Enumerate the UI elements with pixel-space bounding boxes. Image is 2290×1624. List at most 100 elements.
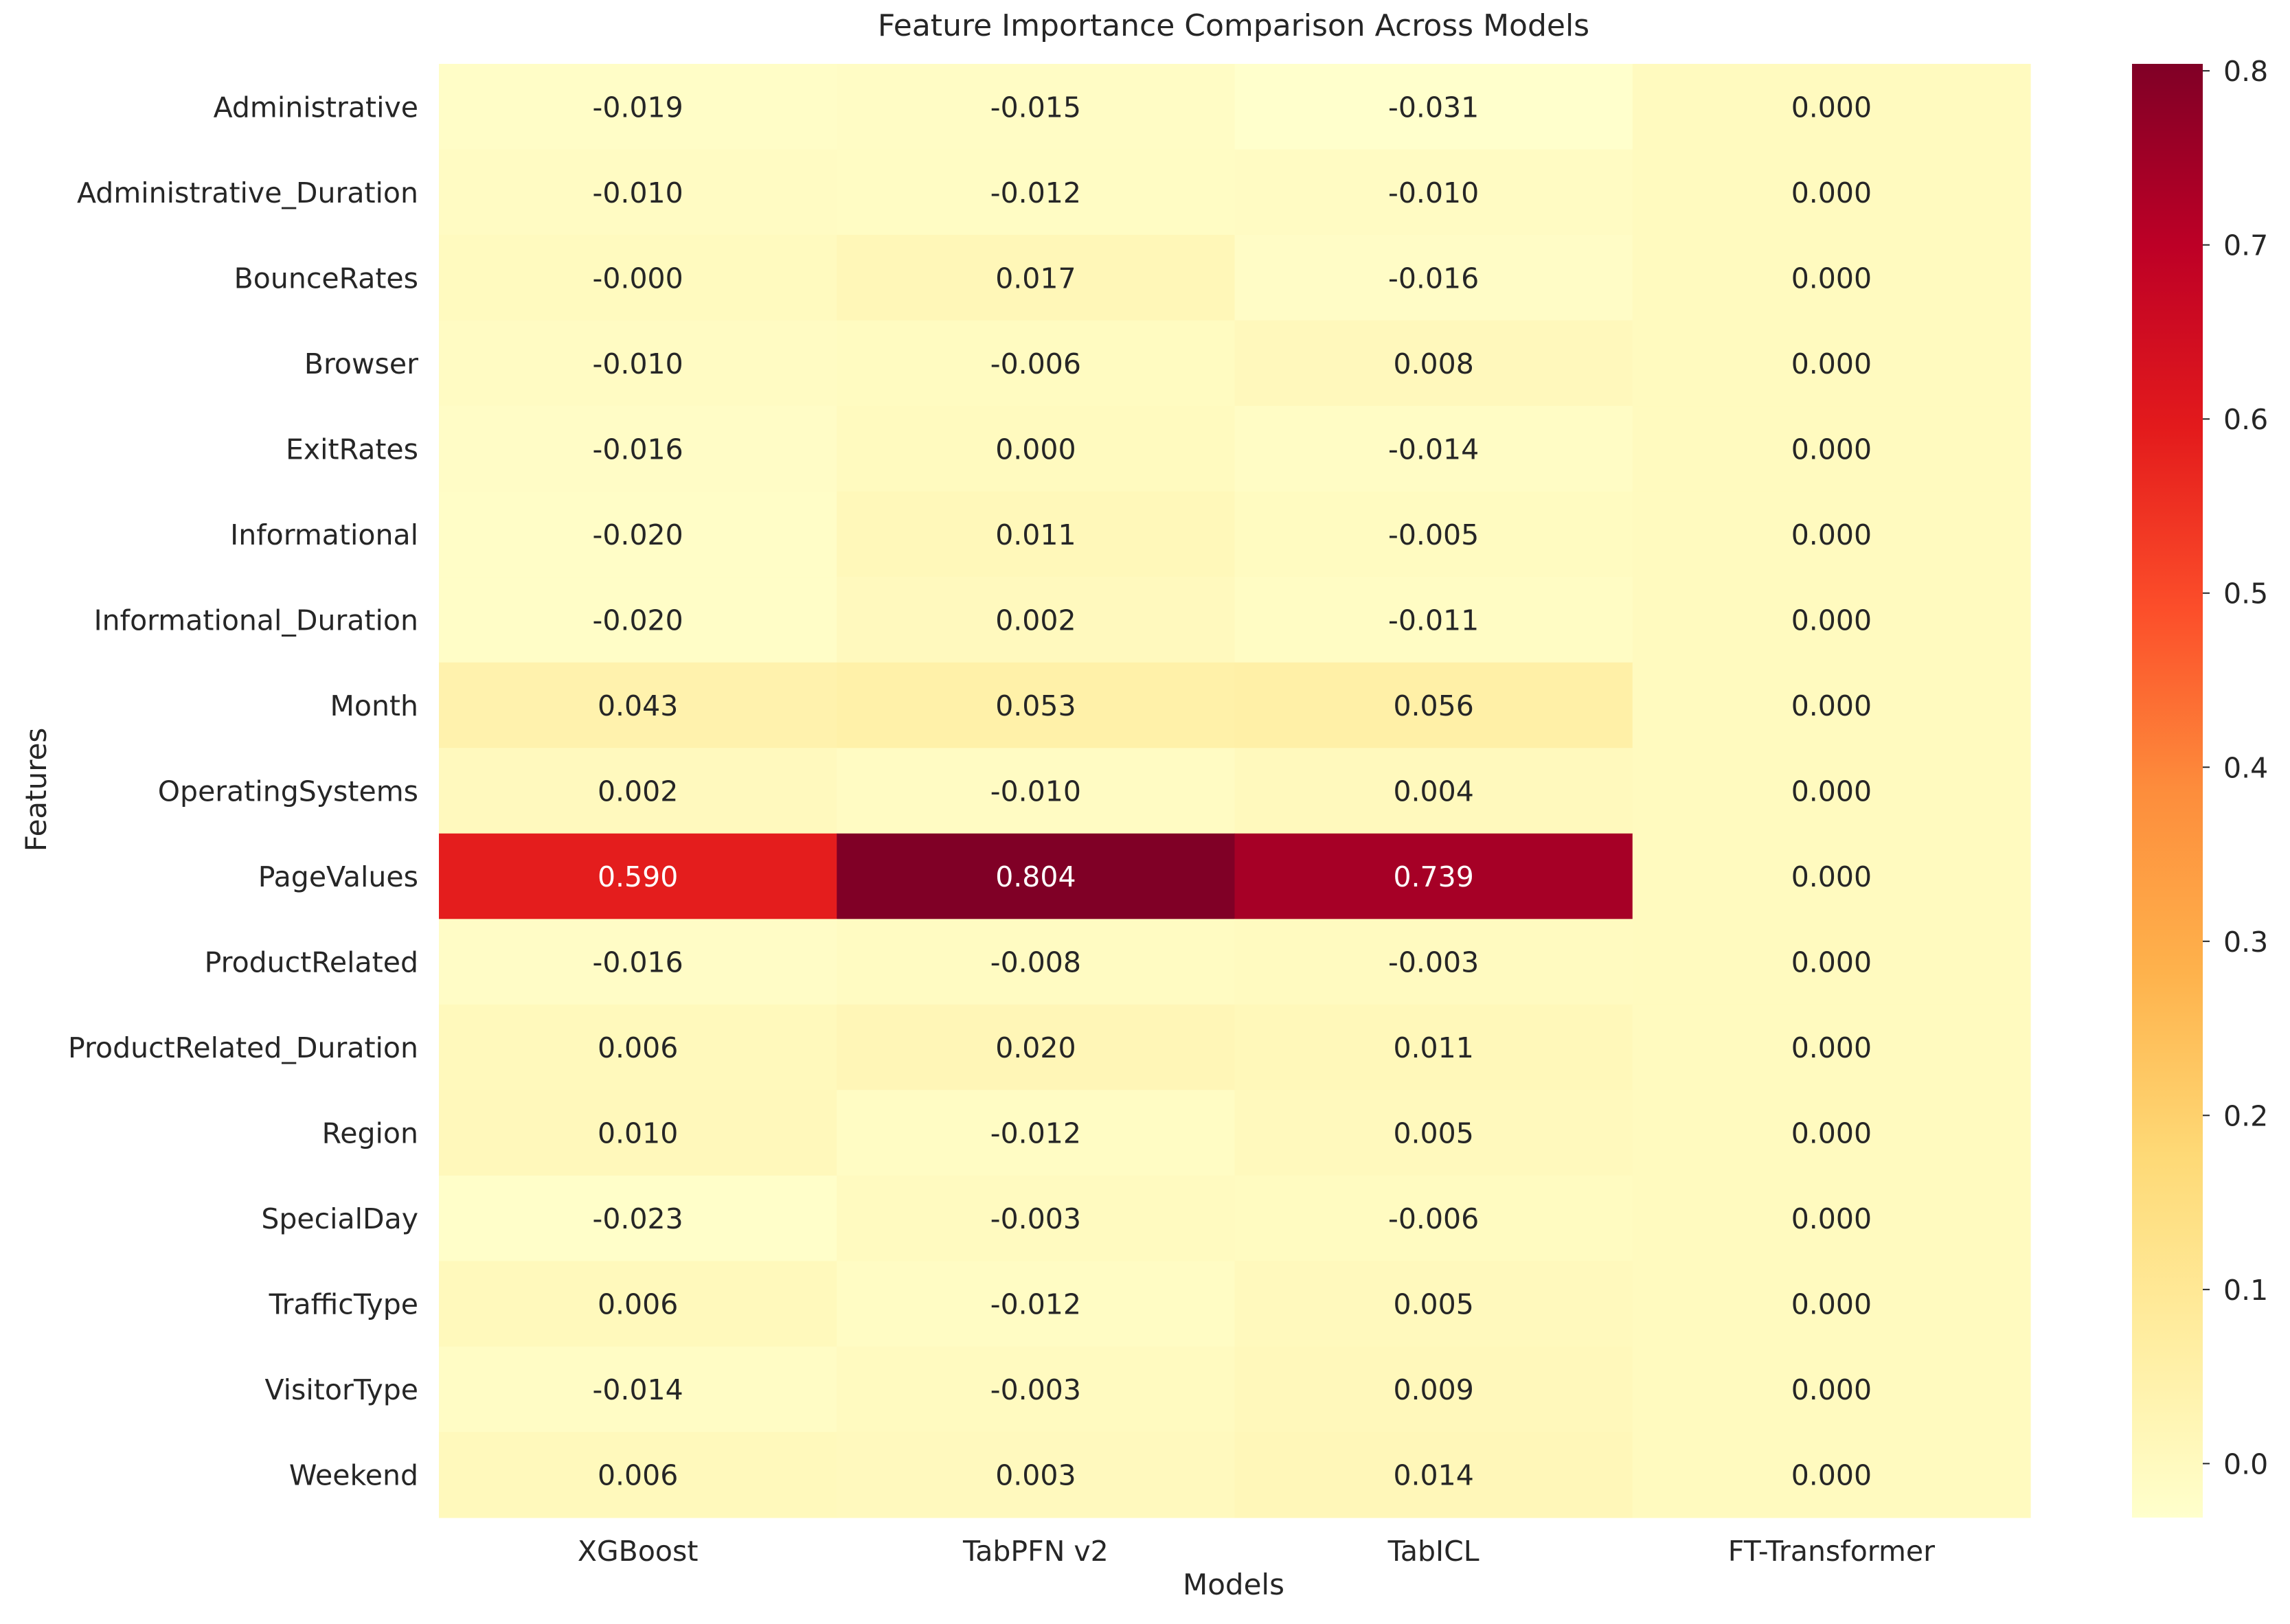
heatmap-cell — [439, 1432, 837, 1518]
y-tick-label: TrafficType — [269, 1288, 418, 1321]
cell-value-label: 0.000 — [1791, 860, 1872, 893]
cell-value-label: 0.000 — [1791, 1459, 1872, 1492]
heatmap-cell — [837, 919, 1236, 1005]
cell-value-label: 0.005 — [1393, 1288, 1473, 1321]
cell-value-label: -0.011 — [1388, 604, 1479, 637]
heatmap-cell — [439, 235, 837, 321]
heatmap-cell — [439, 149, 837, 236]
heatmap-cell — [1234, 235, 1633, 321]
heatmap-cell — [439, 1090, 837, 1176]
cell-value-label: -0.020 — [593, 518, 683, 551]
heatmap-cell — [837, 1346, 1236, 1433]
y-tick-label: VisitorType — [265, 1373, 418, 1406]
cell-value-label: 0.009 — [1393, 1373, 1473, 1406]
colorbar-tick-label: 0.7 — [2223, 229, 2268, 262]
heatmap-cell — [837, 748, 1236, 834]
heatmap-cell — [439, 1346, 837, 1433]
cell-value-label: 0.000 — [1791, 262, 1872, 295]
heatmap-cell — [837, 1432, 1236, 1518]
y-tick-label: Region — [322, 1117, 418, 1150]
cell-value-label: -0.010 — [990, 775, 1081, 808]
cell-value-label: -0.006 — [990, 347, 1081, 380]
cell-value-label: 0.017 — [995, 262, 1076, 295]
y-tick-label: OperatingSystems — [158, 775, 418, 808]
heatmap-cell — [1632, 64, 2031, 150]
x-tick-label: TabPFN v2 — [962, 1535, 1109, 1568]
cell-value-label: -0.010 — [593, 347, 683, 380]
y-tick-labels: Administrative Administrative_Duration Bou… — [68, 91, 418, 1491]
heatmap-cell — [439, 748, 837, 834]
cell-value-label: 0.006 — [598, 1031, 678, 1064]
heatmap-cell — [837, 320, 1236, 407]
cell-value-label: -0.031 — [1388, 91, 1479, 124]
heatmap-cell — [837, 1175, 1236, 1262]
cell-value-label: 0.000 — [995, 433, 1076, 466]
cell-value-label: 0.010 — [598, 1117, 678, 1150]
cell-value-label: -0.016 — [593, 946, 683, 979]
cell-value-label: -0.019 — [593, 91, 683, 124]
heatmap-cell — [837, 1004, 1236, 1090]
cell-value-label: -0.015 — [990, 91, 1081, 124]
cell-value-label: 0.590 — [598, 860, 678, 893]
y-tick-label: Informational_Duration — [94, 604, 418, 637]
y-tick-label: BounceRates — [234, 262, 418, 295]
colorbar-tick-label: 0.5 — [2223, 577, 2268, 610]
heatmap-cell — [1632, 662, 2031, 748]
heatmap-cell — [439, 1261, 837, 1347]
heatmap-cell — [1234, 64, 1633, 150]
heatmap-cell — [1234, 1004, 1633, 1090]
colorbar-tick-label: 0.6 — [2223, 403, 2268, 436]
cell-value-label: 0.020 — [995, 1031, 1076, 1064]
heatmap-cell — [1632, 577, 2031, 663]
y-tick-label: SpecialDay — [261, 1202, 418, 1235]
cell-value-label: 0.004 — [1393, 775, 1473, 808]
cell-value-label: 0.000 — [1791, 1117, 1872, 1150]
heatmap-cell — [837, 64, 1236, 150]
cell-value-label: -0.008 — [990, 946, 1081, 979]
colorbar-tick-label: 0.2 — [2223, 1099, 2268, 1132]
cell-value-label: 0.739 — [1393, 860, 1473, 893]
y-tick-label: Administrative — [214, 91, 418, 124]
heatmap-cell — [439, 320, 837, 407]
cell-value-label: 0.000 — [1791, 775, 1872, 808]
heatmap-cell — [1234, 1432, 1633, 1518]
cell-value-label: 0.000 — [1791, 1288, 1872, 1321]
cell-value-label: -0.012 — [990, 1117, 1081, 1150]
cell-value-label: 0.000 — [1791, 689, 1872, 722]
heatmap-cell — [1632, 1175, 2031, 1262]
heatmap-cells — [439, 64, 2031, 1518]
heatmap-cell — [1632, 1346, 2031, 1433]
heatmap-cell — [1632, 406, 2031, 492]
heatmap-cell-labels: -0.019 -0.015 -0.031 0.000 -0.010 -0.012 -0.01… — [593, 91, 1872, 1491]
cell-value-label: -0.016 — [1388, 262, 1479, 295]
cell-value-label: -0.012 — [990, 176, 1081, 209]
cell-value-label: -0.003 — [990, 1373, 1081, 1406]
cell-value-label: 0.000 — [1791, 1031, 1872, 1064]
colorbar-tick-labels: 0.0 0.1 0.2 0.3 0.4 0.5 0.6 0.7 0.8 — [2203, 55, 2268, 1480]
heatmap-cell — [837, 833, 1236, 919]
y-tick-label: ProductRelated — [205, 946, 418, 979]
colorbar-tick-label: 0.4 — [2223, 751, 2268, 784]
cell-value-label: -0.006 — [1388, 1202, 1479, 1235]
x-tick-label: TabICL — [1387, 1535, 1480, 1568]
heatmap-cell — [837, 406, 1236, 492]
heatmap-cell — [1234, 662, 1633, 748]
heatmap-cell — [837, 1090, 1236, 1176]
cell-value-label: 0.006 — [598, 1288, 678, 1321]
heatmap-cell — [837, 662, 1236, 748]
cell-value-label: -0.010 — [593, 176, 683, 209]
heatmap-cell — [439, 662, 837, 748]
heatmap-cell — [1632, 491, 2031, 577]
cell-value-label: 0.011 — [995, 518, 1076, 551]
cell-value-label: 0.000 — [1791, 1202, 1872, 1235]
cell-value-label: 0.000 — [1791, 1373, 1872, 1406]
cell-value-label: -0.000 — [593, 262, 683, 295]
cell-value-label: 0.006 — [598, 1459, 678, 1492]
heatmap-cell — [1234, 320, 1633, 407]
cell-value-label: -0.005 — [1388, 518, 1479, 551]
cell-value-label: -0.020 — [593, 604, 683, 637]
cell-value-label: 0.053 — [995, 689, 1076, 722]
x-tick-labels: XGBoost TabPFN v2 TabICL FT-Transformer — [578, 1535, 1935, 1568]
cell-value-label: 0.011 — [1393, 1031, 1473, 1064]
